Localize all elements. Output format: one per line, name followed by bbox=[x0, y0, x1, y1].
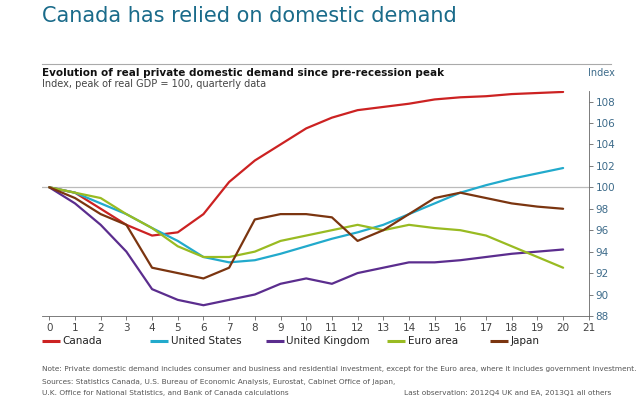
Text: Index: Index bbox=[588, 68, 614, 78]
Text: Last observation: 2012Q4 UK and EA, 2013Q1 all others: Last observation: 2012Q4 UK and EA, 2013… bbox=[404, 390, 611, 396]
Text: Note: Private domestic demand includes consumer and business and residential inv: Note: Private domestic demand includes c… bbox=[42, 366, 636, 372]
Text: U.K. Office for National Statistics, and Bank of Canada calculations: U.K. Office for National Statistics, and… bbox=[42, 390, 288, 396]
Text: Index, peak of real GDP = 100, quarterly data: Index, peak of real GDP = 100, quarterly… bbox=[42, 79, 266, 89]
Text: Japan: Japan bbox=[510, 336, 539, 346]
Text: Canada: Canada bbox=[62, 336, 102, 346]
Text: Sources: Statistics Canada, U.S. Bureau of Economic Analysis, Eurostat, Cabinet : Sources: Statistics Canada, U.S. Bureau … bbox=[42, 379, 395, 385]
Text: Euro area: Euro area bbox=[408, 336, 458, 346]
Text: United Kingdom: United Kingdom bbox=[286, 336, 370, 346]
Text: Evolution of real private domestic demand since pre-recession peak: Evolution of real private domestic deman… bbox=[42, 68, 444, 78]
Text: United States: United States bbox=[171, 336, 241, 346]
Text: Canada has relied on domestic demand: Canada has relied on domestic demand bbox=[42, 6, 456, 26]
